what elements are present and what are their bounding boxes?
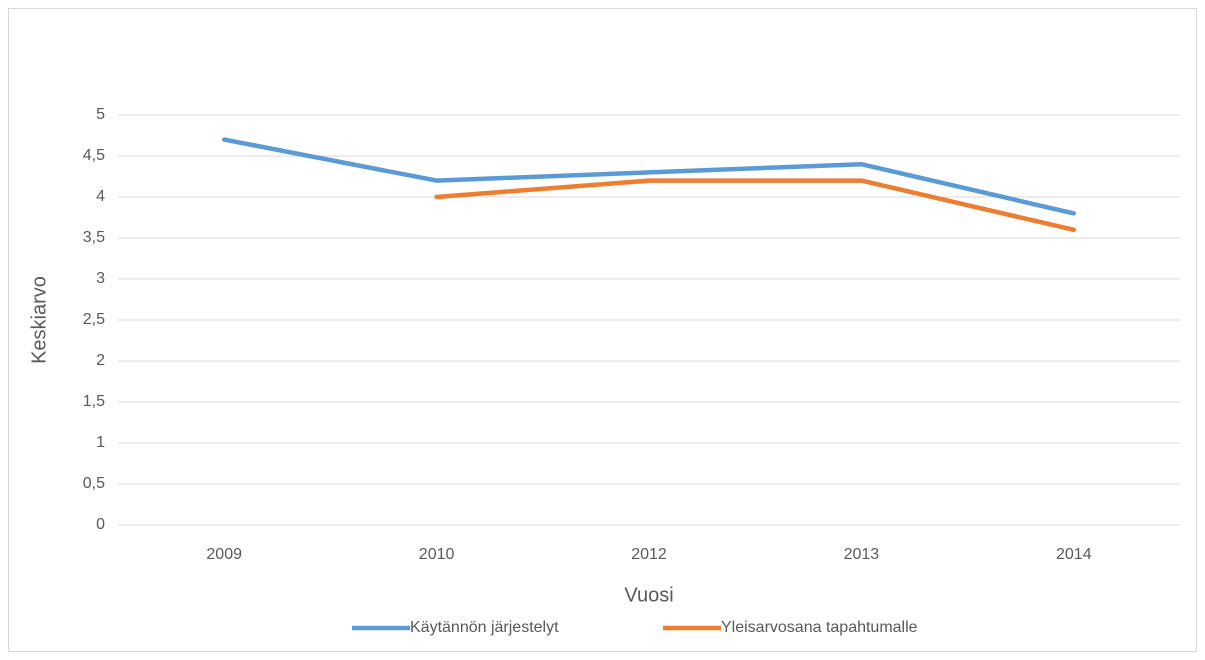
x-tick-label: 2013 xyxy=(844,546,880,563)
y-tick-label: 0 xyxy=(96,516,105,533)
y-tick-label: 5 xyxy=(96,106,105,123)
legend-label: Yleisarvosana tapahtumalle xyxy=(721,619,918,636)
y-tick-label: 1,5 xyxy=(83,393,105,410)
y-tick-label: 3 xyxy=(96,270,105,287)
x-tick-label: 2012 xyxy=(631,546,667,563)
legend-label: Käytännön järjestelyt xyxy=(410,619,559,636)
y-axis-title: Keskiarvo xyxy=(28,276,50,364)
y-tick-label: 1 xyxy=(96,434,105,451)
series-line xyxy=(434,178,1077,233)
y-tick-label: 4,5 xyxy=(83,147,105,164)
x-axis-title: Vuosi xyxy=(624,584,673,606)
y-tick-label: 2,5 xyxy=(83,311,105,328)
chart-border xyxy=(8,8,1197,652)
y-tick-label: 4 xyxy=(96,188,105,205)
y-tick-label: 3,5 xyxy=(83,229,105,246)
x-tick-label: 2009 xyxy=(206,546,242,563)
x-tick-label: 2010 xyxy=(419,546,455,563)
x-tick-label: 2014 xyxy=(1056,546,1092,563)
series-line xyxy=(221,137,1077,216)
y-tick-label: 0,5 xyxy=(83,475,105,492)
y-tick-label: 2 xyxy=(96,352,105,369)
